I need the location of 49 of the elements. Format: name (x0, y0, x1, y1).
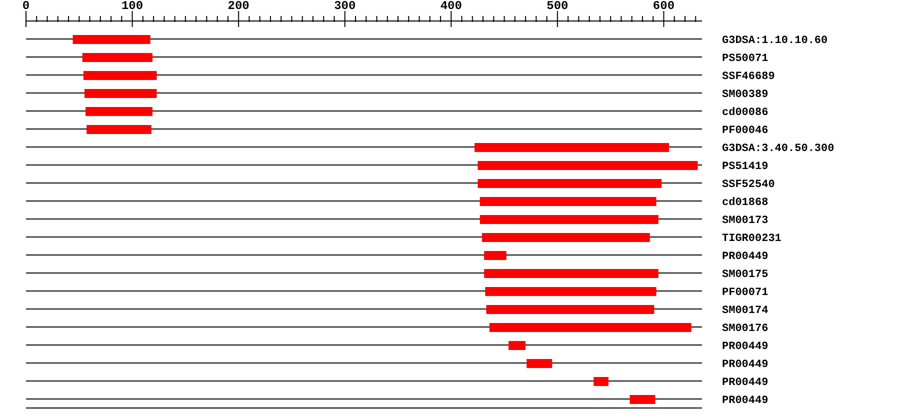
bar (84, 89, 157, 98)
y-tick-label: TIGR00231 (722, 233, 782, 245)
bar (526, 359, 552, 368)
y-tick-label: PR00449 (722, 341, 768, 353)
y-tick-label: PR00449 (722, 251, 768, 263)
y-tick-label: PS51419 (722, 161, 768, 173)
y-tick-label: PR00449 (722, 359, 768, 371)
bar (480, 215, 658, 224)
bar (630, 395, 656, 404)
x-tick-label: 600 (652, 0, 675, 13)
bar (482, 233, 650, 242)
y-tick-label: PF00071 (722, 287, 769, 299)
x-tick-label: 300 (334, 0, 356, 13)
y-tick-label: SM00176 (722, 323, 768, 335)
bar (508, 341, 526, 350)
y-tick-label: PF00046 (722, 125, 768, 137)
y-tick-label: SSF52540 (722, 179, 775, 191)
y-tick-label: SM00173 (722, 215, 769, 227)
bar (484, 251, 506, 260)
bar (484, 269, 658, 278)
bar (72, 35, 150, 44)
bar (594, 377, 608, 386)
bar (86, 107, 152, 116)
y-tick-label: G3DSA:3.40.50.300 (722, 143, 834, 155)
x-tick-label: 0 (22, 0, 30, 13)
bar (485, 287, 656, 296)
x-tick-label: 500 (546, 0, 568, 13)
y-tick-label: PR00449 (722, 377, 768, 389)
bar (82, 53, 152, 62)
bar (489, 323, 692, 332)
y-tick-label: SM00174 (722, 305, 769, 317)
bar (86, 125, 152, 134)
bar (83, 71, 157, 80)
y-tick-label: cd00086 (722, 107, 768, 119)
y-tick-label: G3DSA:1.10.10.60 (722, 35, 828, 47)
y-tick-label: SM00175 (722, 269, 769, 281)
x-tick-label: 100 (121, 0, 144, 13)
y-tick-label: SM00389 (722, 89, 768, 101)
x-tick-label: 200 (228, 0, 250, 13)
bar (474, 143, 670, 152)
bar (478, 179, 662, 188)
y-tick-label: PR00449 (722, 395, 768, 407)
bar (478, 161, 698, 170)
y-tick-label: PS50071 (722, 53, 769, 65)
y-tick-label: SSF46689 (722, 71, 775, 83)
y-tick-label: cd01868 (722, 197, 769, 209)
bar (486, 305, 654, 314)
x-tick-label: 400 (440, 0, 462, 13)
bar (480, 197, 656, 206)
